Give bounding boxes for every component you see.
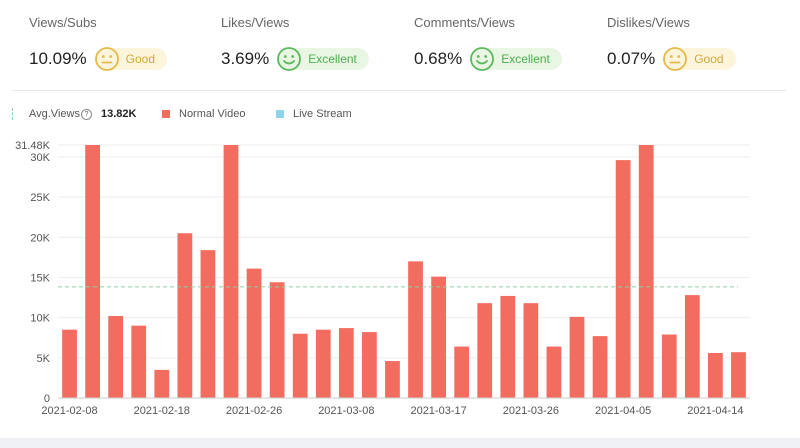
rating-badge: Excellent [469,46,562,72]
rating-label: Excellent [308,52,357,66]
x-tick-label: 2021-04-05 [595,405,651,417]
y-tick-label: 5K [37,353,51,365]
smile-face-icon [469,46,495,72]
live-stream-swatch [276,110,284,118]
legend-item-average[interactable]: Avg.Views ? 13.82K [12,108,136,120]
bar[interactable] [246,268,262,398]
rating-badge: Good [662,46,736,72]
legend-live-label: Live Stream [293,108,352,120]
bar[interactable] [223,145,239,398]
rating-badge: Excellent [276,46,369,72]
smile-face-icon [276,46,302,72]
neutral-face-icon [662,46,688,72]
x-tick-label: 2021-02-26 [226,405,282,417]
rating-label: Excellent [501,52,550,66]
bar[interactable] [131,325,147,398]
metric-dislikes-views: Dislikes/Views 0.07% Good [607,14,797,71]
bar[interactable] [431,276,446,398]
metric-views-subs: Views/Subs 10.09% Good [29,14,219,71]
bar[interactable] [615,160,631,398]
bar[interactable] [546,346,562,398]
metric-comments-views: Comments/Views 0.68% Excellent [414,14,604,71]
bar[interactable] [385,361,400,398]
metric-likes-views: Likes/Views 3.69% Excellent [221,14,411,71]
x-tick-label: 2021-02-08 [41,405,97,417]
metric-label: Comments/Views [414,15,515,30]
x-tick-label: 2021-03-17 [410,405,466,417]
metric-label: Dislikes/Views [607,15,690,30]
y-tick-label: 20K [30,232,50,244]
bar[interactable] [661,334,677,398]
metrics-panel: Views/Subs 10.09% Good Likes/Views 3.69%… [0,0,800,92]
rating-label: Good [125,52,156,66]
legend-normal-label: Normal Video [179,108,246,120]
rating-badge: Good [94,46,168,72]
metric-value: 0.07% [607,49,656,68]
neutral-face-icon [94,46,120,72]
bar[interactable] [200,250,216,398]
question-circle-icon[interactable]: ? [80,108,92,120]
bar[interactable] [592,336,608,398]
bar[interactable] [684,295,700,398]
x-tick-label: 2021-02-18 [134,405,190,417]
metric-label: Views/Subs [29,15,97,30]
bar[interactable] [177,233,193,398]
bar[interactable] [731,352,746,398]
metric-label: Likes/Views [221,15,290,30]
bar[interactable] [477,303,493,398]
y-tick-label: 25K [30,192,50,204]
bar[interactable] [315,329,331,398]
bar[interactable] [62,329,77,398]
legend-item-normal-video[interactable]: Normal Video [162,108,245,120]
bar[interactable] [338,328,354,398]
rating-label: Good [694,52,724,66]
metric-value: 10.09% [29,49,87,68]
y-tick-label: 30K [30,152,50,164]
bar[interactable] [408,261,423,398]
x-tick-label: 2021-03-26 [503,405,559,417]
legend-average-label: Avg.Views [29,108,80,120]
bar[interactable] [708,352,723,398]
y-tick-label: 31.48K [15,140,51,152]
bar[interactable] [154,369,170,398]
footer-bar [0,438,800,448]
metric-value: 0.68% [414,49,463,68]
bar[interactable] [269,282,285,398]
y-tick-label: 15K [30,272,50,284]
bar[interactable] [85,145,100,398]
bar[interactable] [108,316,124,398]
bar[interactable] [362,332,377,398]
divider [12,90,786,91]
metric-value: 3.69% [221,49,270,68]
bar[interactable] [523,303,539,398]
normal-video-swatch [162,110,170,118]
bar[interactable] [454,346,470,398]
y-tick-label: 10K [30,313,50,325]
x-tick-label: 2021-04-14 [687,405,743,417]
y-tick-label: 0 [44,393,50,405]
bar[interactable] [569,316,585,398]
bar[interactable] [500,295,516,398]
x-tick-label: 2021-03-08 [318,405,374,417]
bar[interactable] [638,145,654,398]
legend-average-value: 13.82K [100,108,137,120]
legend-item-live-stream[interactable]: Live Stream [276,108,352,120]
average-line-swatch [12,108,15,120]
bar[interactable] [292,333,308,398]
